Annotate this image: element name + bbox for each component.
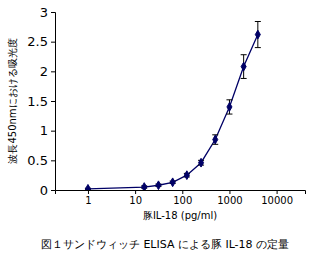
tick-label: 100 bbox=[173, 195, 192, 206]
tick-label: 0 bbox=[40, 183, 48, 198]
error-bar bbox=[241, 55, 247, 79]
x-axis: 1 10 100 1000 10000 bbox=[56, 190, 306, 206]
tick-mark bbox=[51, 131, 55, 132]
tick: 10 bbox=[129, 190, 142, 206]
tick-mark bbox=[51, 101, 55, 102]
error-bar bbox=[255, 21, 261, 47]
y-axis: 0 0.5 1 1.5 2 2.5 3 bbox=[27, 5, 55, 198]
marker bbox=[156, 181, 161, 190]
tick-mark bbox=[51, 190, 55, 191]
tick: 10000 bbox=[261, 190, 293, 206]
tick-label: 10000 bbox=[261, 195, 293, 206]
tick-mark bbox=[51, 71, 55, 72]
chart: 1 10 100 1000 10000 0 0.5 1 1.5 2 2.5 3 豚IL-18 (pg/m… bbox=[0, 0, 330, 260]
tick-mark bbox=[277, 190, 278, 194]
tick-label: 2.5 bbox=[27, 34, 48, 49]
tick-label: 1 bbox=[40, 123, 48, 138]
tick: 0 bbox=[40, 183, 55, 198]
tick-label: 0.5 bbox=[27, 153, 48, 168]
tick-mark bbox=[135, 190, 136, 194]
tick-mark bbox=[88, 190, 89, 194]
tick: 1000 bbox=[217, 190, 242, 206]
tick-label: 10 bbox=[129, 195, 142, 206]
tick-mark bbox=[51, 12, 55, 13]
error-cap bbox=[226, 99, 232, 100]
marker bbox=[241, 62, 246, 71]
tick: 0.5 bbox=[27, 153, 55, 168]
error-cap bbox=[226, 114, 232, 115]
marker bbox=[170, 178, 175, 187]
tick-label: 1.5 bbox=[27, 94, 48, 109]
y-axis-title: 波長450nmにおける吸光度 bbox=[7, 38, 18, 163]
tick-mark bbox=[51, 160, 55, 161]
plot: 1 10 100 1000 10000 0 0.5 1 1.5 2 2.5 3 bbox=[27, 5, 305, 206]
tick-mark bbox=[182, 190, 183, 194]
tick-label: 2 bbox=[40, 64, 48, 79]
tick: 2.5 bbox=[27, 34, 55, 49]
error-cap bbox=[241, 54, 247, 55]
line bbox=[88, 35, 258, 189]
tick-mark bbox=[229, 190, 230, 194]
tick: 2 bbox=[40, 64, 55, 79]
x-axis-title: 豚IL-18 (pg/ml) bbox=[143, 210, 217, 221]
tick: 1 bbox=[85, 190, 91, 206]
error-cap bbox=[255, 47, 261, 48]
marker bbox=[255, 30, 260, 39]
marker bbox=[85, 184, 90, 190]
error-bar bbox=[226, 100, 232, 114]
tick: 3 bbox=[40, 5, 55, 20]
tick: 1 bbox=[40, 123, 55, 138]
error-bar bbox=[212, 135, 218, 144]
tick: 100 bbox=[173, 190, 192, 206]
tick-label: 1000 bbox=[217, 195, 242, 206]
marker bbox=[213, 135, 218, 144]
marker bbox=[142, 183, 147, 190]
marker bbox=[199, 158, 204, 167]
error-cap bbox=[255, 21, 261, 22]
caption: 図１サンドウィッチ ELISA による豚 IL-18 の定量 bbox=[41, 238, 289, 251]
axis-line bbox=[56, 191, 306, 195]
error-cap bbox=[241, 78, 247, 79]
tick-label: 1 bbox=[85, 195, 91, 206]
tick: 1.5 bbox=[27, 94, 55, 109]
marker bbox=[227, 103, 232, 112]
tick-label: 3 bbox=[40, 5, 48, 20]
tick-mark bbox=[51, 42, 55, 43]
marker bbox=[184, 171, 189, 180]
series bbox=[85, 21, 261, 190]
axis-line bbox=[51, 13, 56, 191]
